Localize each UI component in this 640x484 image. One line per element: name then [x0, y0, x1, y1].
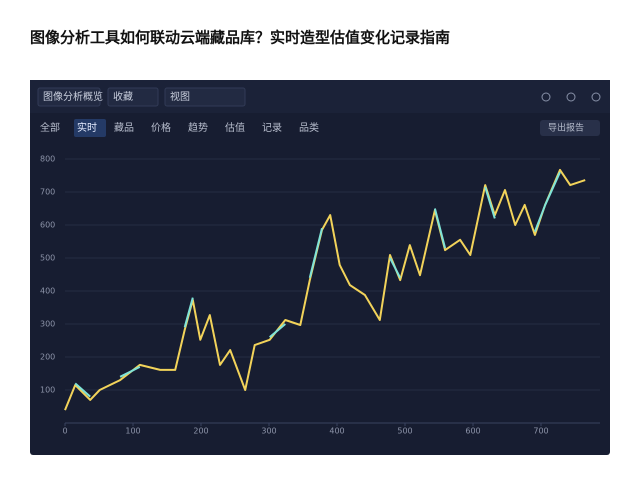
x-tick-label: 300 — [261, 427, 276, 436]
icon[interactable] — [541, 92, 551, 102]
y-tick-label: 200 — [40, 353, 55, 362]
y-tick-label: 700 — [40, 188, 55, 197]
toolbar-button-label[interactable]: 图像分析概览 — [43, 90, 103, 103]
x-tick-label: 400 — [329, 427, 344, 436]
x-tick-label: 100 — [125, 427, 140, 436]
y-tick-label: 800 — [40, 155, 55, 164]
x-tick-label: 600 — [465, 427, 480, 436]
y-tick-label: 300 — [40, 320, 55, 329]
y-tick-label: 400 — [40, 287, 55, 296]
tab[interactable]: 记录 — [262, 122, 282, 134]
y-tick-label: 500 — [40, 254, 55, 263]
panel — [30, 80, 610, 455]
x-tick-label: 0 — [62, 427, 67, 436]
x-tick-label: 500 — [397, 427, 412, 436]
y-tick-label: 600 — [40, 221, 55, 230]
x-tick-label: 700 — [533, 427, 548, 436]
tab[interactable]: 藏品 — [114, 122, 134, 134]
tab[interactable]: 价格 — [151, 121, 171, 134]
tab[interactable]: 估值 — [225, 121, 245, 134]
toolbar-button[interactable] — [164, 87, 246, 107]
toolbar-button[interactable] — [107, 87, 159, 107]
toolbar-button-label[interactable]: 视图 — [170, 90, 190, 103]
page-title: 图像分析工具如何联动云端藏品库？实时造型估值变化记录指南 — [30, 29, 450, 47]
tab[interactable]: 全部 — [40, 121, 60, 134]
export-button[interactable] — [540, 120, 600, 136]
icon[interactable] — [566, 92, 576, 102]
export-label[interactable]: 导出报告 — [548, 122, 584, 134]
data-line — [74, 171, 561, 398]
toolbar-button-label[interactable]: 收藏 — [113, 90, 133, 103]
data-line — [64, 168, 586, 411]
tab-active[interactable] — [74, 119, 106, 137]
x-tick-label: 200 — [193, 427, 208, 436]
icon[interactable] — [591, 92, 601, 102]
tab[interactable]: 品类 — [299, 121, 319, 134]
tab[interactable]: 趋势 — [188, 121, 208, 134]
tab[interactable]: 实时 — [77, 121, 97, 134]
y-tick-label: 100 — [40, 386, 55, 395]
toolbar-button[interactable] — [37, 87, 101, 107]
